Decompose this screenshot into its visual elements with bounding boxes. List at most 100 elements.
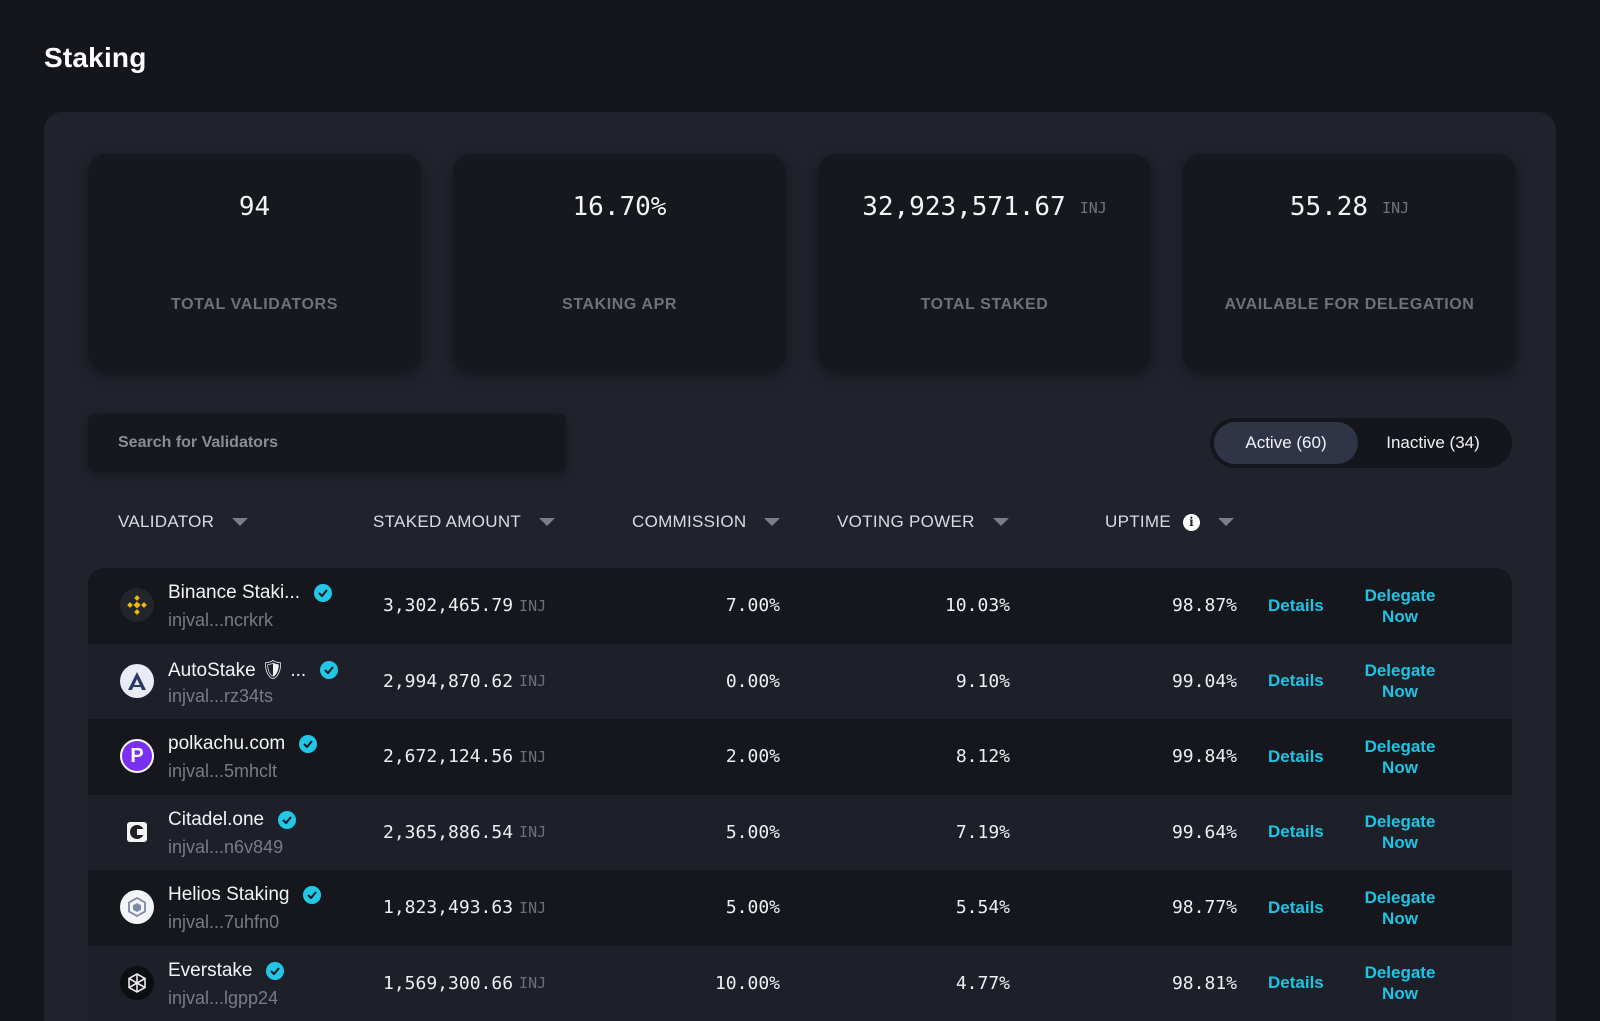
table-row[interactable]: Binance Staki... injval...ncrkrk 3,302,4… bbox=[88, 568, 1512, 644]
helios-logo-icon bbox=[120, 890, 154, 925]
autostake-logo-icon bbox=[120, 663, 154, 698]
commission-value: 5.00% bbox=[725, 821, 780, 843]
staked-unit: INJ bbox=[519, 672, 547, 691]
voting-power-value: 5.54% bbox=[955, 897, 1010, 919]
binance-logo-icon bbox=[120, 588, 154, 622]
voting-power-value: 8.12% bbox=[955, 746, 1010, 768]
delegate-now-link[interactable]: Delegate Now bbox=[1364, 963, 1436, 1004]
details-link[interactable]: Details bbox=[1268, 746, 1324, 766]
validator-address: injval...n6v849 bbox=[168, 836, 284, 857]
validator-search-input[interactable] bbox=[118, 434, 566, 452]
stat-value: 55.28 bbox=[1289, 192, 1369, 222]
staked-amount: 2,365,886.54 INJ bbox=[383, 821, 547, 843]
voting-power-value: 4.77% bbox=[955, 972, 1010, 994]
verified-check-icon bbox=[266, 961, 285, 980]
stat-unit: INJ bbox=[1079, 199, 1107, 217]
staked-amount: 3,302,465.79 INJ bbox=[383, 595, 547, 616]
validator-name[interactable]: polkachu.com bbox=[168, 733, 318, 755]
everstake-logo-icon bbox=[120, 965, 154, 1000]
details-link[interactable]: Details bbox=[1268, 897, 1324, 917]
details-link[interactable]: Details bbox=[1268, 595, 1324, 615]
staked-unit: INJ bbox=[519, 747, 547, 766]
column-header-validator[interactable]: VALIDATOR bbox=[118, 502, 249, 542]
sort-caret-icon bbox=[992, 518, 1009, 526]
sort-caret-icon bbox=[539, 518, 556, 526]
commission-value: 5.00% bbox=[725, 897, 780, 919]
column-header-commission[interactable]: COMMISSION bbox=[632, 502, 781, 542]
validator-search-box[interactable] bbox=[88, 414, 566, 472]
stat-value: 94 bbox=[238, 192, 271, 222]
column-header-label: COMMISSION bbox=[632, 512, 747, 531]
column-header-voting-power[interactable]: VOTING POWER bbox=[837, 502, 1009, 542]
staked-unit: INJ bbox=[519, 898, 547, 917]
validator-name[interactable]: Citadel.one bbox=[168, 809, 297, 831]
table-row[interactable]: P polkachu.com injval...5mhclt 2,672,124… bbox=[88, 719, 1512, 795]
staked-unit: INJ bbox=[519, 823, 547, 842]
staked-unit: INJ bbox=[519, 974, 547, 993]
verified-check-icon bbox=[303, 886, 322, 905]
column-header-label: STAKED AMOUNT bbox=[373, 512, 522, 531]
stat-label: STAKING APR bbox=[561, 296, 678, 313]
validator-name[interactable]: Binance Staki... bbox=[168, 582, 333, 604]
active-validators-tab[interactable]: Active (60) bbox=[1214, 422, 1358, 464]
sort-caret-icon bbox=[1218, 518, 1235, 526]
uptime-value: 98.81% bbox=[1171, 972, 1237, 994]
uptime-value: 99.04% bbox=[1171, 670, 1237, 692]
column-header-label: UPTIME bbox=[1105, 512, 1172, 531]
validator-address: injval...ncrkrk bbox=[168, 610, 274, 630]
validator-name[interactable]: Helios Staking bbox=[168, 884, 322, 906]
inactive-validators-tab[interactable]: Inactive (34) bbox=[1386, 433, 1480, 452]
validator-name[interactable]: Everstake bbox=[168, 960, 285, 982]
details-link[interactable]: Details bbox=[1268, 671, 1324, 691]
uptime-value: 98.77% bbox=[1171, 897, 1237, 919]
table-row[interactable]: Citadel.one injval...n6v849 2,365,886.54… bbox=[88, 794, 1512, 871]
column-header-uptime[interactable]: UPTIME i bbox=[1105, 502, 1235, 542]
validators-table: Binance Staki... injval...ncrkrk 3,302,4… bbox=[88, 568, 1512, 1021]
stat-card-staking-apr: 16.70% STAKING APR bbox=[453, 154, 786, 372]
delegate-now-link[interactable]: Delegate Now bbox=[1364, 812, 1436, 853]
polkachu-logo-icon: P bbox=[120, 739, 154, 774]
verified-check-icon bbox=[320, 660, 339, 679]
stat-card-available-delegation: 55.28 INJ AVAILABLE FOR DELEGATION bbox=[1183, 154, 1516, 372]
stat-card-total-staked: 32,923,571.67 INJ TOTAL STAKED bbox=[818, 154, 1151, 372]
validator-address: injval...rz34ts bbox=[168, 685, 274, 706]
verified-check-icon bbox=[299, 735, 318, 754]
stats-row: 94 TOTAL VALIDATORS 16.70% STAKING APR 3… bbox=[88, 154, 1516, 372]
delegate-now-link[interactable]: Delegate Now bbox=[1364, 585, 1436, 626]
verified-check-icon bbox=[314, 584, 333, 602]
sort-caret-icon bbox=[764, 518, 781, 526]
uptime-value: 99.64% bbox=[1171, 821, 1237, 843]
uptime-value: 98.87% bbox=[1171, 595, 1237, 616]
validator-address: injval...7uhfn0 bbox=[168, 912, 280, 933]
stat-label: AVAILABLE FOR DELEGATION bbox=[1224, 296, 1475, 313]
delegate-now-link[interactable]: Delegate Now bbox=[1364, 661, 1436, 702]
column-header-label: VOTING POWER bbox=[837, 512, 975, 531]
commission-value: 0.00% bbox=[725, 670, 780, 692]
details-link[interactable]: Details bbox=[1268, 973, 1324, 993]
staking-panel: 94 TOTAL VALIDATORS 16.70% STAKING APR 3… bbox=[44, 112, 1556, 1021]
staked-amount: 2,672,124.56 INJ bbox=[383, 746, 547, 768]
validator-name[interactable]: AutoStake 🛡 ... bbox=[168, 658, 339, 682]
uptime-value: 99.84% bbox=[1171, 746, 1237, 768]
voting-power-value: 7.19% bbox=[955, 821, 1010, 843]
table-row[interactable]: Helios Staking injval...7uhfn0 1,823,493… bbox=[88, 870, 1512, 946]
staked-unit: INJ bbox=[519, 596, 547, 615]
table-row[interactable]: AutoStake 🛡 ... injval...rz34ts 2,994,87… bbox=[88, 643, 1512, 720]
voting-power-value: 10.03% bbox=[944, 595, 1010, 616]
delegate-now-link[interactable]: Delegate Now bbox=[1364, 887, 1436, 928]
table-header: VALIDATOR STAKED AMOUNT COMMISSION VOTIN… bbox=[44, 502, 1556, 542]
validator-status-toggle: Active (60) Inactive (34) bbox=[1210, 418, 1512, 468]
commission-value: 7.00% bbox=[725, 595, 780, 616]
details-link[interactable]: Details bbox=[1268, 822, 1324, 842]
validator-address: injval...5mhclt bbox=[168, 761, 278, 782]
stat-value: 16.70% bbox=[572, 192, 667, 222]
staked-amount: 1,823,493.63 INJ bbox=[383, 897, 547, 919]
info-icon[interactable]: i bbox=[1183, 513, 1201, 531]
voting-power-value: 9.10% bbox=[955, 670, 1010, 692]
delegate-now-link[interactable]: Delegate Now bbox=[1364, 736, 1436, 777]
table-row[interactable]: Everstake injval...lgpp24 1,569,300.66 IN… bbox=[88, 945, 1512, 1021]
column-header-staked-amount[interactable]: STAKED AMOUNT bbox=[373, 502, 556, 542]
staked-amount: 1,569,300.66 INJ bbox=[383, 972, 547, 994]
stat-label: TOTAL STAKED bbox=[920, 296, 1049, 313]
commission-value: 2.00% bbox=[725, 746, 780, 768]
